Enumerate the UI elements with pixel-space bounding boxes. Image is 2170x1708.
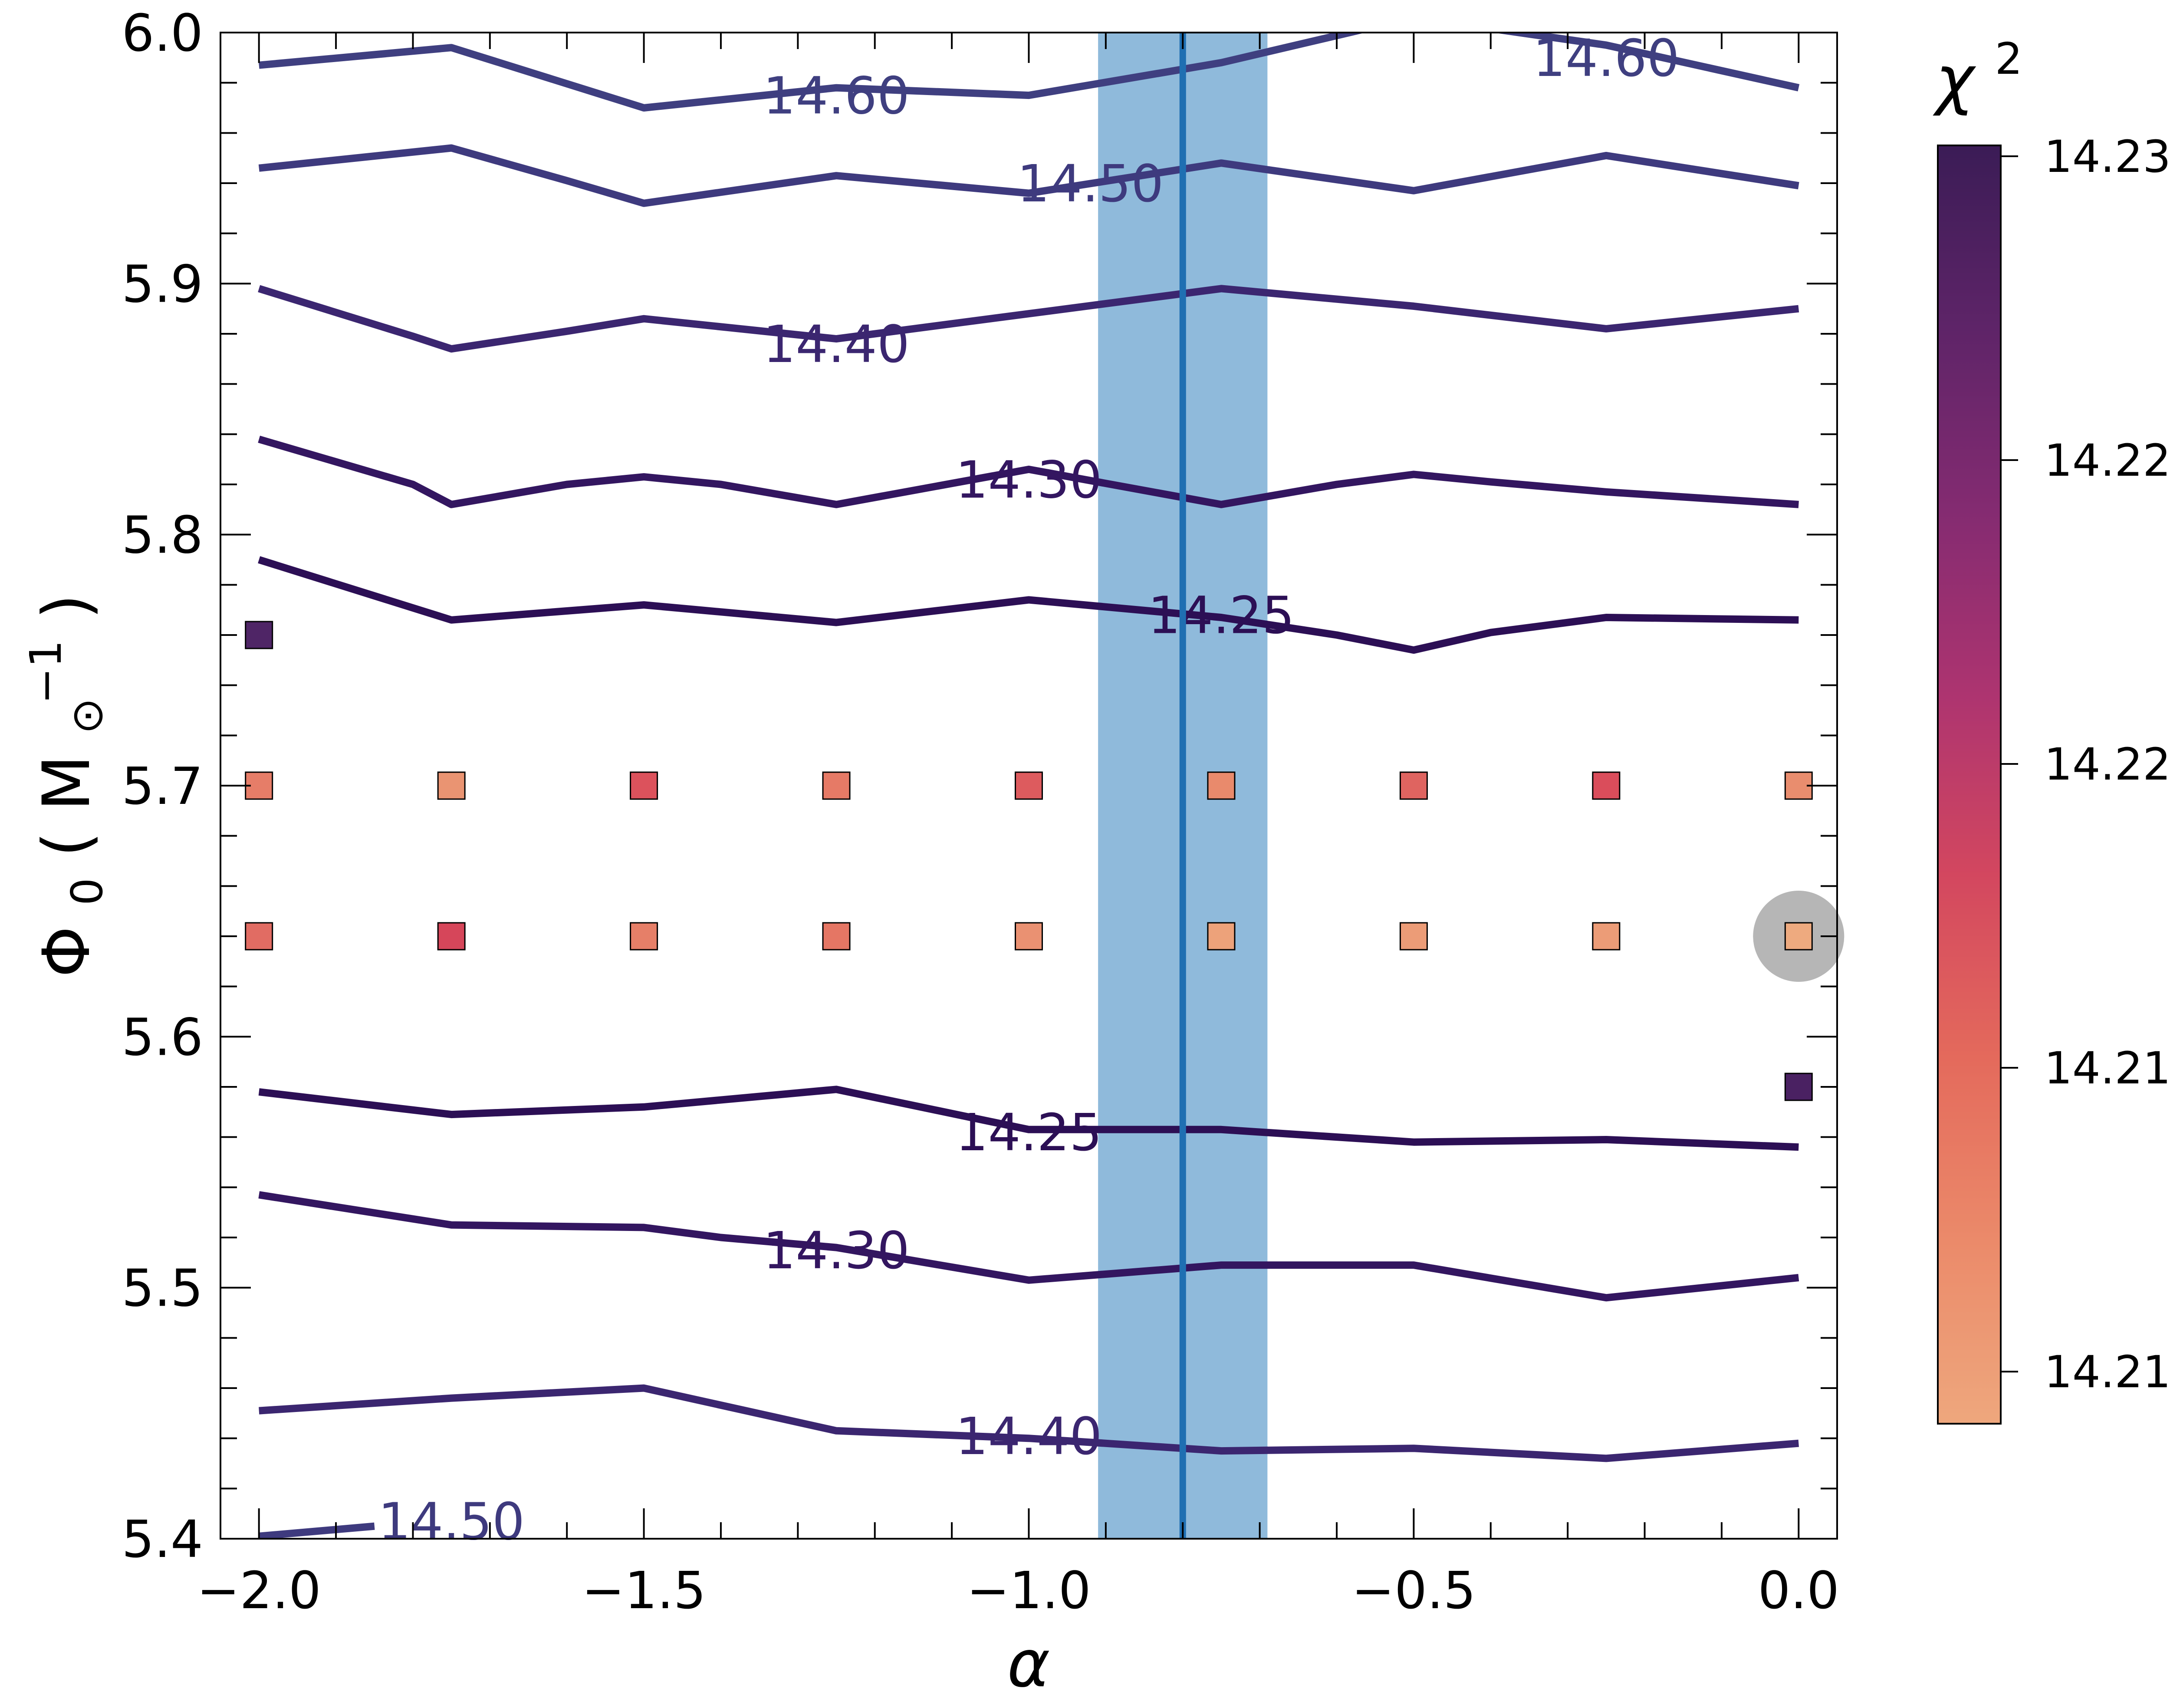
colorbar-tick-label: 14.22	[2044, 435, 2170, 487]
colorbar-tick-label: 14.21	[2044, 1043, 2170, 1094]
colorbar-tick-label: 14.21	[2044, 1346, 2170, 1398]
contour-line	[258, 144, 1799, 207]
contour-label: 14.30	[956, 450, 1102, 510]
colorbar-tick-label: 14.23	[2044, 131, 2170, 183]
y-axis-label-unit-subscript: ⊙	[62, 698, 112, 734]
data-point	[1399, 922, 1428, 951]
x-axis-tick-labels: −2.0 −1.5 −1.0 −0.5 0.0	[197, 1560, 1839, 1620]
contour-labels: 14.60 14.60 14.50 14.40 14.30 14.25 14.25 14.30…	[378, 28, 1680, 1552]
contour-label: 14.60	[1533, 28, 1680, 88]
contour-line	[258, 1522, 375, 1539]
y-tick-label: 5.8	[122, 505, 203, 565]
data-point	[245, 621, 273, 649]
data-point	[630, 771, 658, 800]
x-tick-label: −2.0	[197, 1560, 321, 1620]
contour-line	[258, 435, 1799, 508]
data-point	[1015, 771, 1043, 800]
data-point	[1015, 922, 1043, 951]
y-axis-tick-labels: 5.4 5.5 5.6 5.7 5.8 5.9 6.0	[122, 3, 203, 1569]
contour-lines	[258, 33, 1800, 1539]
colorbar-gradient	[1937, 145, 2002, 1425]
x-tick-label: −1.0	[967, 1560, 1091, 1620]
y-axis-label-subscript: 0	[62, 878, 112, 905]
data-point	[245, 922, 273, 951]
axis-ticks	[220, 32, 1837, 1540]
y-axis-label-unit-superscript: −1	[20, 640, 71, 704]
plot-area: 14.60 14.60 14.50 14.40 14.30 14.25 14.25 14.30…	[220, 28, 1844, 1552]
y-tick-label: 5.4	[122, 1509, 203, 1569]
contour-label: 14.25	[1148, 586, 1295, 645]
contour-line	[258, 1086, 1799, 1151]
data-point	[822, 922, 851, 951]
contour-line	[258, 33, 1800, 112]
colorbar: 14.23 14.22 14.22 14.21 14.21 χ 2	[1933, 33, 2170, 1425]
contour-label: 14.60	[763, 66, 910, 126]
data-point	[1592, 922, 1621, 951]
contour-label: 14.25	[956, 1102, 1102, 1162]
y-tick-label: 6.0	[122, 3, 203, 63]
y-axis-label-unit: M	[29, 755, 105, 811]
y-tick-label: 5.7	[122, 756, 203, 816]
contour-line	[258, 1191, 1799, 1302]
colorbar-label-superscript: 2	[1995, 33, 2022, 84]
data-point	[1784, 922, 1813, 951]
x-tick-label: −1.5	[582, 1560, 706, 1620]
contour-label: 14.40	[763, 314, 910, 374]
data-points	[245, 621, 1813, 1101]
contour-label: 14.50	[1017, 154, 1164, 214]
data-point	[630, 922, 658, 951]
x-axis-label: α	[1007, 1626, 1050, 1702]
y-tick-label: 5.5	[122, 1258, 203, 1318]
data-point	[437, 922, 466, 951]
colorbar-tick-label: 14.22	[2044, 739, 2170, 790]
x-tick-label: 0.0	[1758, 1560, 1839, 1620]
colorbar-ticks: 14.23 14.22 14.22 14.21 14.21	[2001, 131, 2170, 1398]
contour-line	[258, 285, 1799, 353]
data-point	[1592, 771, 1621, 800]
y-axis-label-symbol: Φ	[29, 926, 105, 977]
data-point	[1207, 922, 1236, 951]
contour-label: 14.40	[956, 1406, 1102, 1466]
y-tick-label: 5.6	[122, 1007, 203, 1067]
contour-line	[259, 1384, 1799, 1462]
x-tick-label: −0.5	[1351, 1560, 1476, 1620]
data-point	[1784, 1073, 1813, 1101]
colorbar-label: χ 2	[1933, 33, 2022, 118]
colorbar-label-symbol: χ	[1933, 42, 1976, 118]
data-point	[822, 771, 851, 800]
contour-label: 14.50	[378, 1492, 525, 1552]
y-tick-label: 5.9	[122, 254, 203, 314]
y-axis-label: Φ 0 ( M ⊙ −1 )	[1, 594, 118, 977]
contour-line	[258, 556, 1799, 654]
data-point	[1207, 771, 1236, 800]
data-point	[1399, 771, 1428, 800]
data-point	[437, 771, 466, 800]
contour-label: 14.30	[763, 1221, 910, 1280]
